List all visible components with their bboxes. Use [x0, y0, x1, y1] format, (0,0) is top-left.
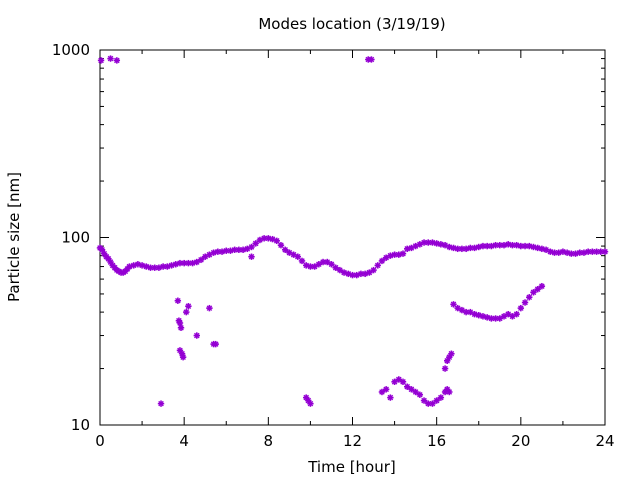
data-point — [437, 241, 445, 248]
data-point — [176, 347, 184, 354]
data-point — [408, 386, 415, 393]
data-point — [441, 365, 449, 372]
y-tick-label: 10 — [71, 416, 90, 434]
data-point — [420, 397, 428, 404]
y-tick-label: 1000 — [52, 41, 90, 59]
x-axis-label: Time [hour] — [307, 458, 396, 476]
data-point — [307, 400, 314, 407]
data-point — [399, 378, 407, 385]
data-point — [212, 340, 219, 348]
data-point — [450, 301, 457, 308]
data-point — [589, 248, 596, 255]
data-point — [479, 313, 487, 320]
data-point — [273, 237, 280, 245]
data-point — [328, 261, 335, 268]
data-point — [584, 248, 592, 255]
data-point — [107, 55, 114, 62]
data-point — [433, 397, 440, 404]
data-point — [513, 310, 520, 318]
data-point — [378, 388, 386, 396]
data-point — [378, 257, 386, 265]
y-tick-label: 100 — [61, 229, 90, 247]
x-tick-label: 16 — [427, 432, 446, 450]
data-point — [345, 270, 352, 278]
data-point — [277, 241, 285, 249]
data-point — [387, 394, 394, 401]
data-point — [500, 241, 508, 249]
data-point — [399, 250, 407, 257]
data-point — [462, 245, 470, 253]
data-points — [96, 55, 609, 407]
data-point — [294, 253, 301, 260]
y-tick-labels: 10 100 1000 — [52, 41, 90, 434]
data-point — [332, 264, 339, 271]
data-point — [185, 303, 192, 310]
data-point — [517, 304, 525, 312]
x-tick-label: 8 — [264, 432, 274, 450]
data-point — [521, 299, 529, 306]
data-point — [185, 259, 192, 267]
data-point — [197, 256, 205, 264]
data-point — [530, 289, 537, 296]
data-point — [374, 262, 381, 269]
data-point — [206, 304, 213, 312]
data-point — [563, 249, 571, 256]
data-point — [281, 246, 289, 253]
data-point — [601, 248, 609, 255]
chart-title: Modes location (3/19/19) — [258, 15, 445, 33]
data-point — [576, 249, 583, 256]
data-point — [179, 353, 187, 361]
data-point — [446, 388, 453, 396]
data-point — [223, 247, 230, 254]
data-point — [193, 332, 200, 339]
data-point — [416, 391, 424, 398]
data-point — [176, 319, 184, 327]
data-point — [404, 383, 411, 390]
data-point — [298, 257, 306, 265]
data-point — [534, 285, 541, 293]
data-point — [538, 282, 546, 290]
data-point — [174, 297, 182, 304]
data-point — [382, 386, 390, 393]
data-point — [370, 266, 377, 274]
data-point — [391, 378, 398, 385]
x-tick-labels: 0 4 8 12 16 20 24 — [95, 432, 614, 450]
x-tick-label: 12 — [343, 432, 362, 450]
data-point — [488, 242, 495, 250]
data-point — [248, 243, 255, 251]
x-tick-label: 24 — [595, 432, 614, 450]
data-point — [265, 235, 272, 242]
data-point — [113, 57, 121, 64]
data-point — [218, 248, 226, 255]
data-point — [492, 241, 499, 249]
axis-ticks — [99, 49, 606, 426]
data-point — [391, 251, 398, 258]
data-point — [357, 270, 365, 278]
data-point — [420, 239, 428, 246]
data-point — [448, 350, 455, 357]
data-point — [526, 294, 533, 301]
y-axis-label: Particle size [nm] — [5, 172, 23, 302]
data-point — [248, 253, 255, 260]
data-point — [177, 324, 185, 331]
data-point — [157, 400, 165, 407]
data-point — [437, 394, 445, 401]
plot-frame — [99, 49, 606, 426]
data-point — [183, 308, 190, 316]
data-point — [368, 56, 375, 63]
x-tick-label: 20 — [511, 432, 530, 450]
data-point — [97, 57, 105, 64]
x-tick-label: 4 — [179, 432, 189, 450]
data-point — [513, 241, 520, 249]
data-point — [429, 400, 436, 407]
x-tick-label: 0 — [95, 432, 105, 450]
data-point — [412, 388, 419, 396]
